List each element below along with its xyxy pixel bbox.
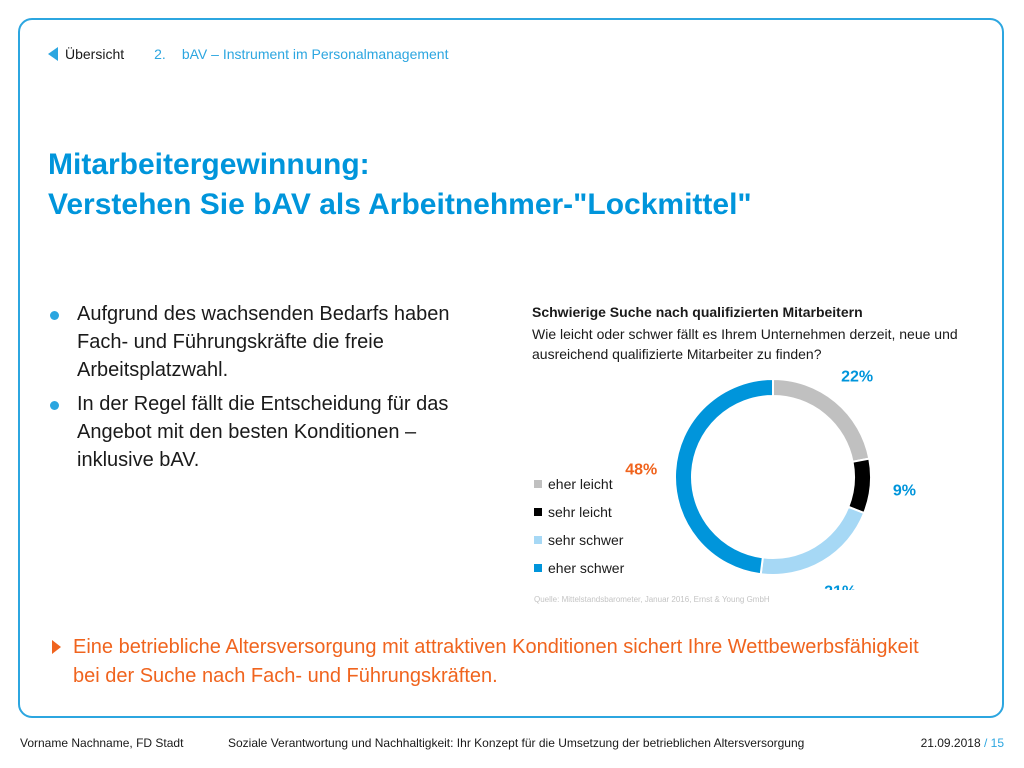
slide-frame bbox=[18, 18, 1004, 718]
footer-author: Vorname Nachname, FD Stadt bbox=[20, 736, 184, 750]
legend-swatch-eher-schwer bbox=[534, 564, 542, 572]
donut-slice-sehr-schwer bbox=[759, 505, 866, 576]
legend-label: eher leicht bbox=[548, 476, 613, 492]
footer-date: 21.09.2018 bbox=[920, 736, 981, 750]
legend-swatch-eher-leicht bbox=[534, 480, 542, 488]
legend-swatch-sehr-leicht bbox=[534, 508, 542, 516]
bullet-dot-icon bbox=[50, 401, 59, 410]
key-message-text: Eine betriebliche Altersversorgung mit a… bbox=[73, 636, 919, 687]
donut-data-label: 22% bbox=[841, 370, 873, 385]
legend-label: eher schwer bbox=[548, 560, 625, 576]
bullet-dot-icon bbox=[50, 311, 59, 320]
bullet-text: Aufgrund des wachsenden Bedarfs haben Fa… bbox=[77, 303, 450, 381]
donut-chart: 22% 9% 21% 48% bbox=[625, 370, 916, 590]
page-title: Mitarbeitergewinnung: Verstehen Sie bAV … bbox=[48, 145, 752, 225]
legend-item: sehr schwer bbox=[534, 526, 624, 554]
page-title-line-2: Verstehen Sie bAV als Arbeitnehmer-"Lock… bbox=[48, 188, 752, 221]
section-number: 2. bbox=[154, 46, 166, 62]
chart-subtitle: Wie leicht oder schwer fällt es Ihrem Un… bbox=[532, 326, 958, 362]
legend-label: sehr schwer bbox=[548, 532, 624, 548]
breadcrumb: Übersicht 2. bAV – Instrument im Persona… bbox=[48, 46, 448, 62]
back-label: Übersicht bbox=[65, 46, 125, 62]
arrow-right-icon bbox=[52, 640, 61, 654]
donut-slice-sehr-leicht bbox=[847, 457, 872, 515]
donut-slice-eher-leicht bbox=[772, 377, 871, 463]
legend-item: eher leicht bbox=[534, 470, 624, 498]
arrow-left-icon bbox=[48, 47, 58, 61]
chart-legend: eher leicht sehr leicht sehr schwer eher… bbox=[534, 470, 624, 582]
donut-data-label: 9% bbox=[893, 482, 916, 499]
legend-item: eher schwer bbox=[534, 554, 624, 582]
footer-topic: Soziale Verantwortung und Nachhaltigkeit… bbox=[228, 736, 805, 750]
footer-date-page: 21.09.2018 / 15 bbox=[921, 736, 1004, 750]
bullet-text: In der Regel fällt die Entscheidung für … bbox=[77, 393, 449, 471]
legend-label: sehr leicht bbox=[548, 504, 612, 520]
section-crumb: 2. bAV – Instrument im Personalmanagemen… bbox=[154, 46, 448, 62]
donut-slice-eher-schwer bbox=[674, 377, 774, 576]
bullet-item: Aufgrund des wachsenden Bedarfs haben Fa… bbox=[48, 300, 498, 384]
chart-header: Schwierige Suche nach qualifizierten Mit… bbox=[532, 302, 992, 364]
back-to-overview-link[interactable]: Übersicht bbox=[48, 46, 124, 62]
footer-separator: / bbox=[980, 736, 991, 750]
donut-data-label: 48% bbox=[625, 462, 657, 479]
key-message: Eine betriebliche Altersversorgung mit a… bbox=[52, 633, 932, 691]
legend-swatch-sehr-schwer bbox=[534, 536, 542, 544]
donut-data-label: 21% bbox=[824, 584, 856, 590]
legend-item: sehr leicht bbox=[534, 498, 624, 526]
chart-source: Quelle: Mittelstandsbarometer, Januar 20… bbox=[534, 595, 770, 604]
bullet-list: Aufgrund des wachsenden Bedarfs haben Fa… bbox=[48, 300, 498, 480]
bullet-item: In der Regel fällt die Entscheidung für … bbox=[48, 390, 498, 474]
page-title-line-1: Mitarbeitergewinnung: bbox=[48, 148, 370, 181]
section-label: bAV – Instrument im Personalmanagement bbox=[181, 46, 449, 62]
chart-title: Schwierige Suche nach qualifizierten Mit… bbox=[532, 304, 863, 320]
footer-page-number: 15 bbox=[990, 736, 1004, 750]
